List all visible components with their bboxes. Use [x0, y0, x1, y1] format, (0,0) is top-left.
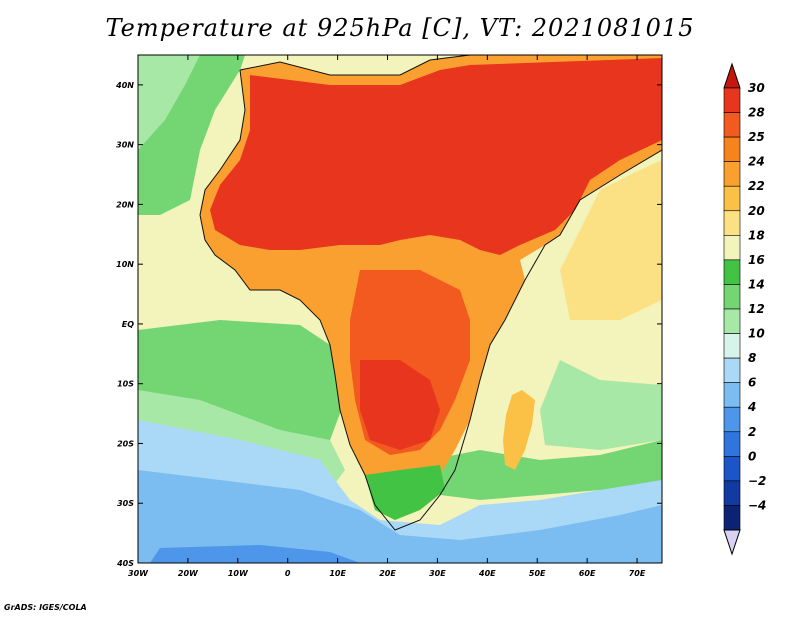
lat-tick-label: 30N [116, 141, 134, 150]
colorbar-bottom-arrow [723, 529, 741, 556]
colorbar-top-arrow [723, 62, 741, 89]
colorbar-label: 24 [748, 155, 765, 169]
arabian-sea-yellow [560, 160, 662, 320]
colorbar-label: 16 [748, 253, 765, 267]
colorbar-label: 20 [748, 204, 765, 218]
lat-tick-label: 40N [115, 81, 134, 90]
colorbar-label: 4 [747, 400, 756, 414]
colorbar-label: 0 [748, 449, 756, 463]
colorbar-swatch [723, 505, 741, 531]
madagascar [503, 390, 535, 470]
southern-ocean-deepblue [150, 545, 360, 563]
lon-tick-label: 30E [429, 569, 446, 578]
southern-ocean-midblue [138, 470, 662, 563]
lat-tick-label: 10S [117, 380, 134, 389]
lon-tick-label: 0 [285, 569, 291, 578]
colorbar-swatch [723, 284, 741, 310]
south-africa-green [365, 465, 445, 520]
lon-tick-label: 30W [128, 569, 149, 578]
lon-tick-label: 20W [178, 569, 199, 578]
colorbar-label: −4 [748, 498, 766, 512]
colorbar-label: 30 [748, 81, 765, 95]
colorbar-label: 18 [748, 228, 765, 242]
grads-credit: GrADS: IGES/COLA [4, 603, 87, 612]
colorbar-swatch [723, 357, 741, 383]
colorbar-label: 6 [748, 376, 756, 390]
colorbar-swatch [723, 333, 741, 359]
colorbar-swatch [723, 235, 741, 261]
southern-interior-hot [360, 360, 440, 450]
sahara-arabia-hot [210, 58, 662, 255]
colorbar-swatch [723, 185, 741, 212]
colorbar-label: 10 [748, 327, 765, 341]
atlantic-north-lightgreen [138, 55, 200, 150]
lat-tick-label: 20S [117, 439, 134, 448]
map-title: Temperature at 925hPa [C], VT: 202108101… [105, 14, 695, 42]
colorbar-swatch [723, 161, 741, 187]
lat-tick-label: 40S [116, 559, 134, 568]
colorbar-label: −2 [748, 474, 766, 488]
colorbar-swatch [723, 456, 741, 482]
indian-ocean-lightgreen [540, 360, 662, 450]
colorbar-label: 8 [748, 351, 756, 365]
colorbar-swatch [723, 308, 741, 334]
lat-tick-label: 10N [116, 260, 134, 269]
colorbar-swatch [723, 210, 741, 236]
indian-ocean-green [430, 440, 662, 500]
coastline [199, 55, 662, 531]
colorbar-label: 28 [748, 106, 765, 120]
colorbar-swatch [723, 431, 741, 457]
lon-tick-label: 10W [228, 569, 249, 578]
colorbar-swatch [723, 480, 741, 506]
colorbar-swatch [723, 136, 741, 162]
lon-tick-label: 20E [379, 569, 396, 578]
lat-tick-label: 20N [116, 200, 134, 209]
colorbar-swatch [723, 406, 741, 433]
colorbar-label: 25 [748, 130, 765, 144]
colorbar-swatch [723, 87, 741, 113]
lon-tick-label: 10E [329, 569, 346, 578]
lon-tick-label: 70E [629, 569, 646, 578]
temperature-field [138, 55, 662, 563]
colorbar-swatch [723, 259, 741, 285]
lon-tick-label: 50E [529, 569, 546, 578]
colorbar-label: 14 [748, 277, 765, 291]
map-frame [137, 54, 663, 564]
colorbar-label: 22 [748, 179, 765, 193]
colorbar-swatch [723, 382, 741, 408]
lat-tick-label: EQ [122, 320, 134, 329]
colorbar-label: 2 [748, 425, 756, 439]
lon-tick-label: 40E [478, 569, 496, 578]
lat-tick-label: 30S [117, 499, 134, 508]
lon-tick-label: 60E [579, 569, 596, 578]
colorbar-swatch [723, 112, 741, 138]
colorbar-label: 12 [748, 302, 765, 316]
